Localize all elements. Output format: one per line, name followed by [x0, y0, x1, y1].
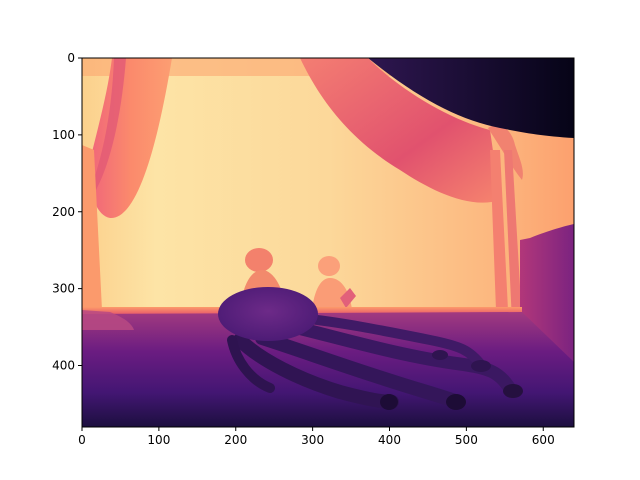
x-tick-label: 200 — [224, 433, 247, 447]
plot-frame — [81, 57, 575, 428]
x-tick-label: 600 — [532, 433, 555, 447]
x-axis: 0 100 200 300 400 500 600 — [78, 427, 555, 447]
x-tick-label: 300 — [301, 433, 324, 447]
x-tick-label: 500 — [455, 433, 478, 447]
octopus-object — [218, 287, 523, 410]
y-tick-label: 200 — [52, 205, 75, 219]
x-tick-label: 100 — [147, 433, 170, 447]
y-tick-label: 0 — [67, 51, 75, 65]
x-tick-label: 0 — [78, 433, 86, 447]
y-axis: 0 100 200 300 400 — [52, 51, 82, 373]
depth-map-image — [82, 58, 574, 427]
y-tick-label: 400 — [52, 359, 75, 373]
y-tick-label: 100 — [52, 128, 75, 142]
y-tick-label: 300 — [52, 282, 75, 296]
x-tick-label: 400 — [378, 433, 401, 447]
